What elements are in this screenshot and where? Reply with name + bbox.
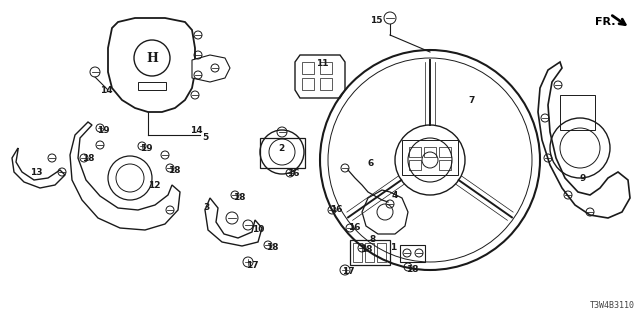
Text: 10: 10 bbox=[252, 226, 264, 235]
Text: 18: 18 bbox=[360, 245, 372, 254]
Polygon shape bbox=[260, 138, 305, 168]
Text: 18: 18 bbox=[233, 193, 246, 202]
Text: 3: 3 bbox=[204, 203, 210, 212]
Text: 16: 16 bbox=[330, 205, 342, 214]
Polygon shape bbox=[409, 147, 421, 157]
Text: 17: 17 bbox=[246, 260, 259, 269]
Polygon shape bbox=[295, 55, 345, 98]
Text: 5: 5 bbox=[202, 132, 208, 141]
Text: 14: 14 bbox=[190, 125, 203, 134]
Text: 18: 18 bbox=[168, 165, 180, 174]
Polygon shape bbox=[302, 78, 314, 90]
Polygon shape bbox=[365, 243, 374, 262]
Text: 19: 19 bbox=[97, 125, 109, 134]
Polygon shape bbox=[108, 18, 195, 112]
Polygon shape bbox=[409, 160, 421, 170]
Text: 16: 16 bbox=[287, 169, 300, 178]
Polygon shape bbox=[353, 243, 362, 262]
Text: 18: 18 bbox=[266, 243, 278, 252]
Polygon shape bbox=[538, 62, 630, 218]
Polygon shape bbox=[560, 95, 595, 130]
Text: 1: 1 bbox=[390, 244, 396, 252]
Polygon shape bbox=[377, 243, 386, 262]
Text: 7: 7 bbox=[468, 95, 474, 105]
Polygon shape bbox=[362, 190, 408, 234]
Polygon shape bbox=[192, 55, 230, 82]
Text: 2: 2 bbox=[278, 143, 284, 153]
Polygon shape bbox=[424, 147, 436, 157]
Text: FR.: FR. bbox=[595, 17, 616, 27]
Polygon shape bbox=[400, 245, 425, 262]
Text: 17: 17 bbox=[342, 268, 355, 276]
Polygon shape bbox=[402, 140, 458, 175]
Polygon shape bbox=[320, 78, 332, 90]
Polygon shape bbox=[138, 82, 166, 90]
Polygon shape bbox=[320, 62, 332, 74]
Polygon shape bbox=[350, 240, 390, 265]
Text: 19: 19 bbox=[140, 143, 152, 153]
Text: 6: 6 bbox=[368, 158, 374, 167]
Text: 15: 15 bbox=[370, 15, 383, 25]
Text: 11: 11 bbox=[316, 59, 328, 68]
Polygon shape bbox=[70, 122, 180, 230]
Text: T3W4B3110: T3W4B3110 bbox=[590, 301, 635, 310]
Text: 13: 13 bbox=[30, 167, 42, 177]
Text: 9: 9 bbox=[580, 173, 586, 182]
Polygon shape bbox=[12, 148, 65, 188]
Text: 16: 16 bbox=[348, 223, 360, 233]
Polygon shape bbox=[439, 147, 451, 157]
Polygon shape bbox=[205, 198, 262, 246]
Text: 12: 12 bbox=[148, 180, 161, 189]
Text: 8: 8 bbox=[370, 236, 376, 244]
Text: 18: 18 bbox=[406, 265, 419, 274]
Text: 14: 14 bbox=[100, 85, 113, 94]
Text: 4: 4 bbox=[392, 190, 398, 199]
Text: 18: 18 bbox=[82, 154, 95, 163]
Polygon shape bbox=[302, 62, 314, 74]
Polygon shape bbox=[439, 160, 451, 170]
Text: H: H bbox=[146, 52, 158, 65]
